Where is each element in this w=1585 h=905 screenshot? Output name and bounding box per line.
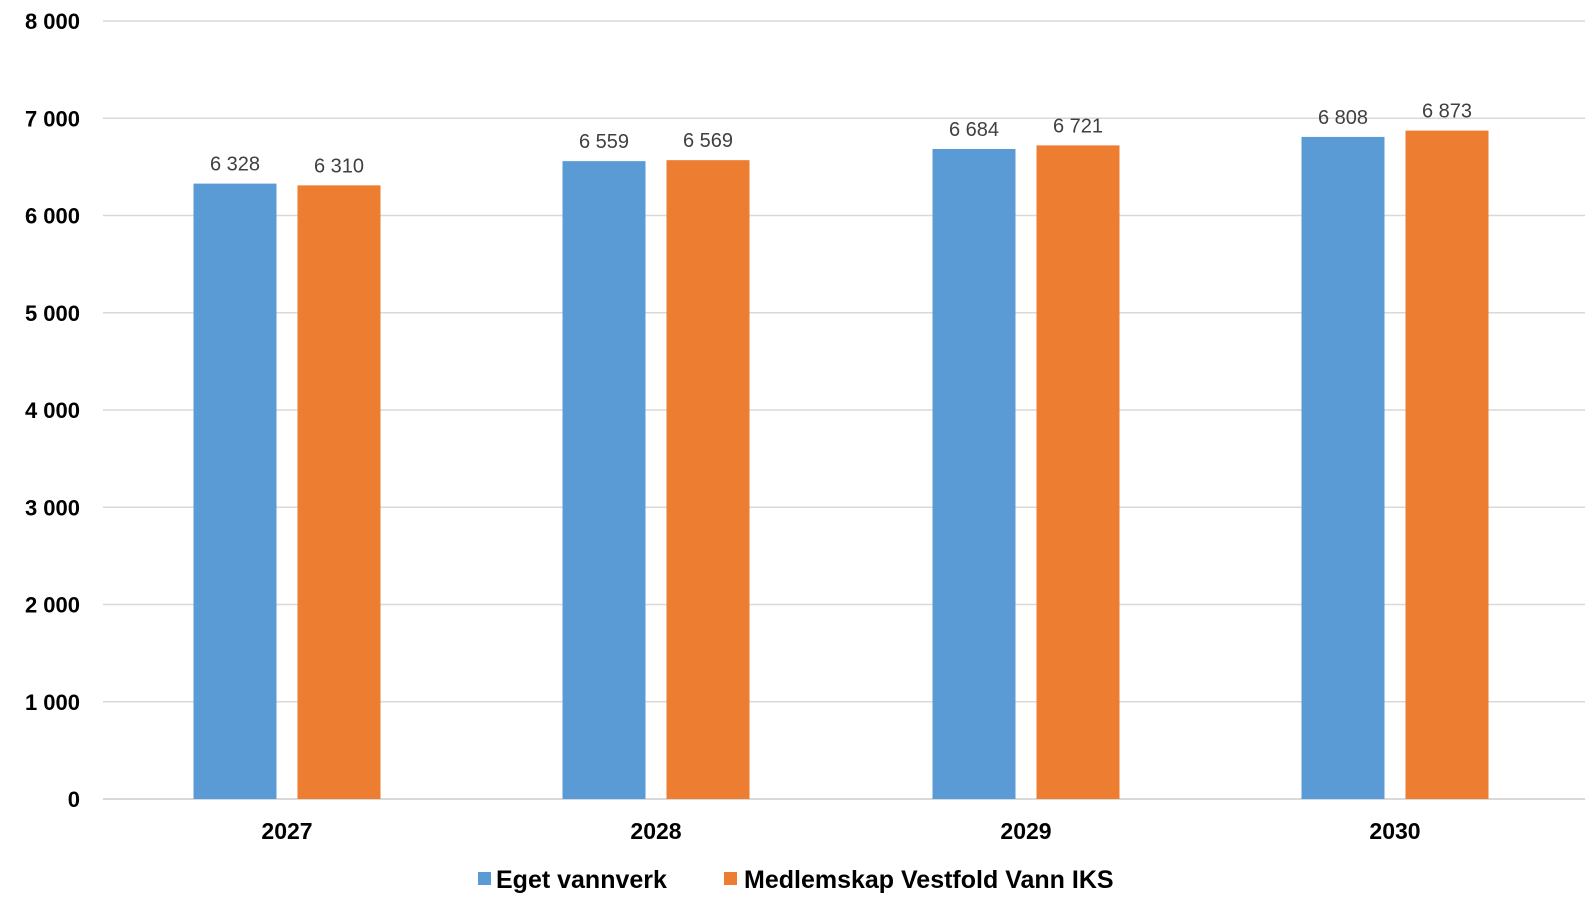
- y-tick-label: 4 000: [25, 398, 80, 423]
- bar-eget-vannverk-2028: [562, 161, 646, 799]
- bar-eget-vannverk-2027: [193, 183, 277, 800]
- y-tick-label: 8 000: [25, 9, 80, 34]
- bar-eget-vannverk-2029: [932, 148, 1016, 799]
- legend-label: Medlemskap Vestfold Vann IKS: [744, 866, 1114, 894]
- bar-eget-vannverk-2030: [1301, 136, 1385, 799]
- data-label: 6 559: [579, 131, 629, 153]
- y-axis-ticks: 0 1 000 2 000 3 000 4 000 5 000 6 000 7 000 8 00…: [25, 9, 80, 812]
- bar-medlemskap-vestfold-vann-2030: [1405, 130, 1489, 799]
- bar-medlemskap-vestfold-vann-2027: [297, 185, 381, 800]
- bar-medlemskap-vestfold-vann-2029: [1036, 145, 1120, 799]
- legend-swatch: [724, 872, 737, 885]
- y-tick-label: 2 000: [25, 593, 80, 618]
- data-label: 6 808: [1318, 107, 1368, 129]
- y-tick-label: 3 000: [25, 495, 80, 520]
- x-axis-ticks: 2027 2028 2029 2030: [261, 818, 1420, 844]
- y-tick-label: 6 000: [25, 204, 80, 229]
- y-tick-label: 1 000: [25, 690, 80, 715]
- x-tick-label: 2028: [630, 818, 681, 844]
- x-tick-label: 2027: [261, 818, 312, 844]
- data-label: 6 328: [210, 154, 260, 176]
- bar-medlemskap-vestfold-vann-2028: [666, 160, 750, 800]
- x-tick-label: 2029: [1000, 818, 1051, 844]
- legend-label: Eget vannverk: [496, 866, 667, 894]
- y-tick-label: 0: [68, 787, 80, 812]
- data-label: 6 569: [683, 130, 733, 152]
- data-label: 6 721: [1053, 115, 1103, 137]
- y-tick-label: 7 000: [25, 106, 80, 131]
- bars: [193, 130, 1489, 800]
- legend-swatch: [478, 872, 491, 885]
- data-label: 6 873: [1422, 101, 1472, 123]
- y-tick-label: 5 000: [25, 301, 80, 326]
- data-label: 6 684: [949, 119, 999, 141]
- legend: Eget vannverk Medlemskap Vestfold Vann IK…: [478, 866, 1114, 894]
- data-label: 6 310: [314, 155, 364, 177]
- x-tick-label: 2030: [1369, 818, 1420, 844]
- data-labels: 6 328 6 559 6 684 6 808 6 310 6 569 6 721 6 873: [210, 101, 1472, 178]
